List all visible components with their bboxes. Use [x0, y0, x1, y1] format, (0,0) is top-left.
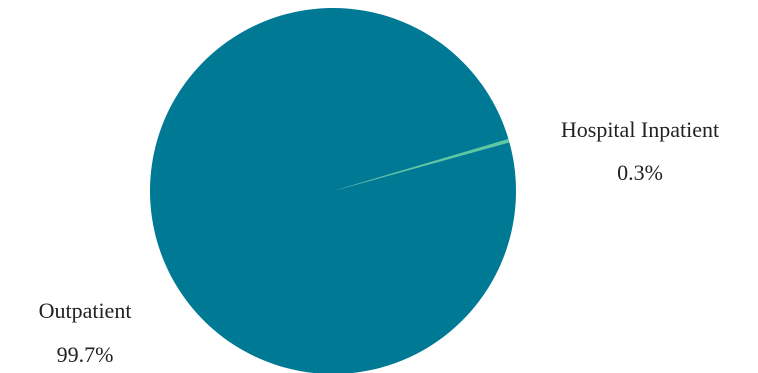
- label-hospital-inpatient: Hospital Inpatient 0.3%: [561, 117, 719, 185]
- pie-slice-hospital-inpatient: [333, 139, 510, 191]
- label-hospital-inpatient-name: Hospital Inpatient: [561, 117, 719, 142]
- label-outpatient-name: Outpatient: [39, 298, 132, 323]
- pie-slice-outpatient: [150, 7, 516, 373]
- pie-slices: [150, 7, 516, 373]
- label-outpatient: Outpatient 99.7%: [39, 298, 132, 367]
- label-hospital-inpatient-percent: 0.3%: [617, 160, 663, 185]
- label-outpatient-percent: 99.7%: [57, 342, 114, 367]
